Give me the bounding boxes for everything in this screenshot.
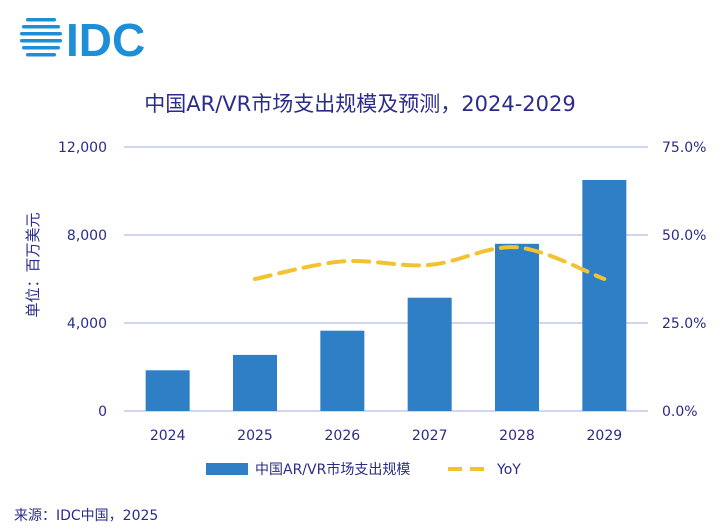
idc-logo-text: IDC [66,14,145,64]
yoy-line-series [253,245,607,281]
bar-2024 [145,370,190,411]
bar-2025 [233,354,277,411]
y2-tick-label: 75.0% [662,140,706,156]
x-tick-label: 2025 [237,428,273,444]
y2-tick-label: 50.0% [662,228,706,244]
legend-bar-swatch [206,463,248,475]
x-tick-label: 2026 [325,428,361,444]
y-tick-label: 8,000 [67,228,107,244]
yoy-line [253,245,607,281]
source-note: 来源：IDC中国，2025 [14,508,159,524]
x-tick-label: 2029 [587,428,623,444]
y-tick-label: 4,000 [67,316,107,332]
bar-2028 [495,243,539,411]
x-axis-ticks: 2024 2025 2026 2027 2028 2029 [150,428,622,444]
legend: 中国AR/VR市场支出规模 YoY [206,461,521,478]
y-tick-label: 0 [98,404,107,420]
chart-title: 中国AR/VR市场支出规模及预测，2024-2029 [144,92,575,116]
bar-series [145,180,627,411]
bar-2029 [582,180,627,411]
x-tick-label: 2027 [412,428,448,444]
y-tick-label: 12,000 [58,140,107,156]
legend-line-label: YoY [496,462,521,478]
bar-2027 [407,297,452,411]
y2-tick-label: 0.0% [662,404,698,420]
idc-logo: IDC [20,14,145,64]
y-axis-label: 单位：百万美元 [24,212,42,317]
y2-axis-ticks: 0.0% 25.0% 50.0% 75.0% [662,140,706,420]
y-axis-ticks: 0 4,000 8,000 12,000 [58,140,107,420]
y2-tick-label: 25.0% [662,316,706,332]
bar-2026 [320,330,365,411]
idc-logo-globe [20,18,62,57]
x-tick-label: 2024 [150,428,186,444]
grid-lines [124,146,648,412]
x-tick-label: 2028 [499,428,535,444]
legend-bar-label: 中国AR/VR市场支出规模 [255,461,410,478]
